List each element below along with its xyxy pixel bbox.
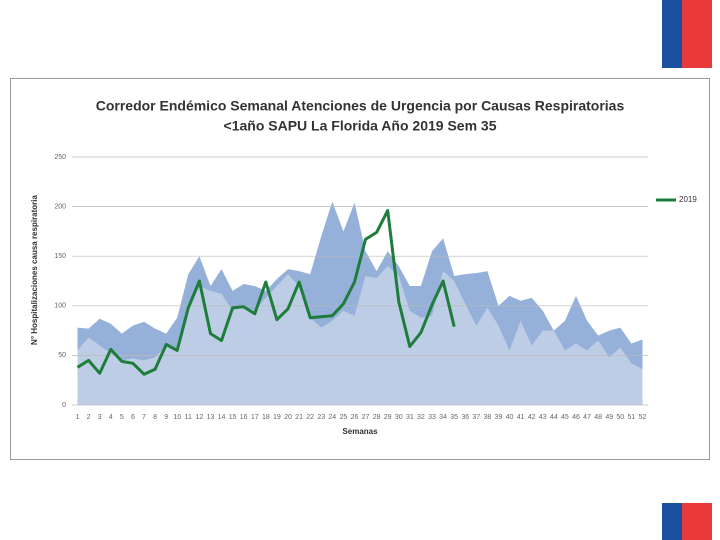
x-tick-label: 46 — [572, 414, 580, 421]
chart-subtitle: <1año SAPU La Florida Año 2019 Sem 35 — [224, 118, 497, 134]
x-tick-label: 22 — [306, 414, 314, 421]
x-tick-label: 2 — [87, 414, 91, 421]
x-tick-label: 47 — [583, 414, 591, 421]
x-tick-label: 15 — [229, 414, 237, 421]
x-tick-label: 51 — [627, 414, 635, 421]
x-tick-label: 49 — [605, 414, 613, 421]
x-tick-label: 8 — [153, 414, 157, 421]
flag-red-bottom — [682, 503, 712, 540]
x-tick-label: 19 — [273, 414, 281, 421]
x-tick-label: 4 — [109, 414, 113, 421]
y-tick-label: 100 — [54, 303, 66, 310]
flag-blue-bottom — [662, 503, 682, 540]
x-tick-label: 44 — [550, 414, 558, 421]
x-tick-label: 24 — [328, 414, 336, 421]
y-tick-label: 250 — [54, 154, 66, 161]
x-tick-label: 12 — [195, 414, 203, 421]
x-tick-label: 34 — [439, 414, 447, 421]
x-tick-label: 43 — [539, 414, 547, 421]
x-tick-label: 38 — [483, 414, 491, 421]
area — [77, 266, 643, 405]
x-tick-label: 36 — [461, 414, 469, 421]
x-tick-label: 41 — [517, 414, 525, 421]
x-tick-label: 18 — [262, 414, 270, 421]
x-tick-label: 40 — [506, 414, 514, 421]
x-tick-label: 16 — [240, 414, 248, 421]
flag-blue — [662, 0, 682, 68]
x-tick-label: 25 — [339, 414, 347, 421]
x-tick-label: 7 — [142, 414, 146, 421]
x-tick-label: 26 — [351, 414, 359, 421]
x-tick-label: 17 — [251, 414, 259, 421]
y-axis-label: N° Hospitalizaciones causa respiratoria — [30, 194, 39, 344]
x-tick-label: 35 — [450, 414, 458, 421]
x-tick-label: 42 — [528, 414, 536, 421]
x-tick-label: 9 — [164, 414, 168, 421]
y-tick-label: 0 — [62, 402, 66, 409]
x-tick-label: 14 — [218, 414, 226, 421]
y-tick-label: 150 — [54, 253, 66, 260]
x-tick-label: 31 — [406, 414, 414, 421]
x-tick-label: 27 — [362, 414, 370, 421]
x-tick-label: 3 — [98, 414, 102, 421]
x-tick-label: 45 — [561, 414, 569, 421]
x-tick-label: 30 — [395, 414, 403, 421]
x-tick-label: 48 — [594, 414, 602, 421]
x-tick-label: 39 — [495, 414, 503, 421]
y-tick-label: 200 — [54, 203, 66, 210]
line — [76, 209, 456, 376]
y-tick-label: 50 — [58, 352, 66, 359]
x-tick-label: 11 — [185, 414, 192, 421]
flag-red — [682, 0, 712, 68]
x-tick-label: 10 — [173, 414, 181, 421]
x-tick-label: 32 — [417, 414, 425, 421]
legend-label: 2019 — [679, 195, 697, 204]
x-tick-label: 21 — [295, 414, 303, 421]
x-tick-label: 37 — [472, 414, 480, 421]
x-tick-label: 5 — [120, 414, 124, 421]
x-axis-label: Semanas — [342, 427, 378, 436]
x-tick-label: 33 — [428, 414, 436, 421]
x-tick-label: 20 — [284, 414, 292, 421]
x-tick-label: 1 — [76, 414, 80, 421]
x-tick-label: 23 — [317, 414, 325, 421]
x-tick-label: 29 — [384, 414, 392, 421]
x-tick-label: 6 — [131, 414, 135, 421]
x-tick-label: 13 — [207, 414, 215, 421]
x-tick-label: 28 — [373, 414, 381, 421]
x-tick-label: 50 — [616, 414, 624, 421]
chart-title: Corredor Endémico Semanal Atenciones de … — [96, 98, 625, 114]
x-tick-label: 52 — [639, 414, 647, 421]
